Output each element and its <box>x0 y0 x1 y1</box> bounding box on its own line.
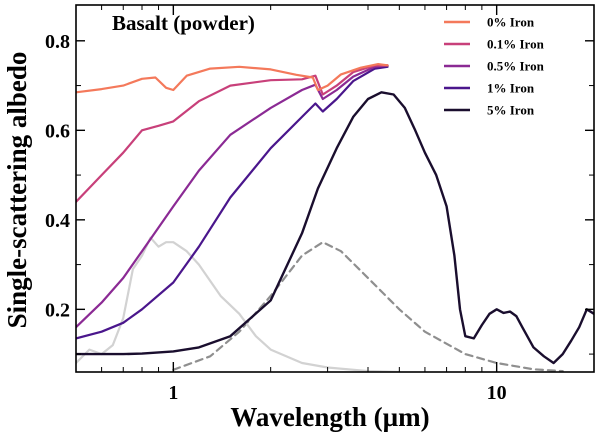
legend-label: 0% Iron <box>487 15 535 30</box>
series-line-6 <box>172 241 564 372</box>
x-tick-label: 1 <box>168 382 178 404</box>
legend-label: 5% Iron <box>487 103 535 118</box>
series-curves <box>76 62 594 372</box>
legend: 0% Iron 0.1% Iron 0.5% Iron 1% Iron 5% Iron <box>444 15 545 118</box>
y-tick-label: 0.2 <box>45 299 70 321</box>
y-tick-label: 0.4 <box>45 210 70 232</box>
y-axis-label: Single-scattering albedo <box>2 52 32 329</box>
series-line-3 <box>76 65 389 340</box>
y-tick-label: 0.6 <box>45 120 70 142</box>
legend-label: 0.5% Iron <box>487 59 545 74</box>
series-line-0 <box>76 62 389 94</box>
series-line-2 <box>76 64 389 329</box>
series-line-5 <box>76 236 401 372</box>
series-line-4 <box>76 91 594 365</box>
x-axis-label: Wavelength (µm) <box>230 402 429 432</box>
axis-ticks: 0.2 0.4 0.6 0.8 1 10 <box>45 5 594 404</box>
x-tick-label: 10 <box>487 382 507 404</box>
plot-frame <box>75 4 595 373</box>
series-line-1 <box>76 64 389 203</box>
legend-label: 0.1% Iron <box>487 37 545 52</box>
legend-label: 1% Iron <box>487 81 535 96</box>
y-tick-label: 0.8 <box>45 31 70 53</box>
chart-title: Basalt (powder) <box>112 11 255 35</box>
